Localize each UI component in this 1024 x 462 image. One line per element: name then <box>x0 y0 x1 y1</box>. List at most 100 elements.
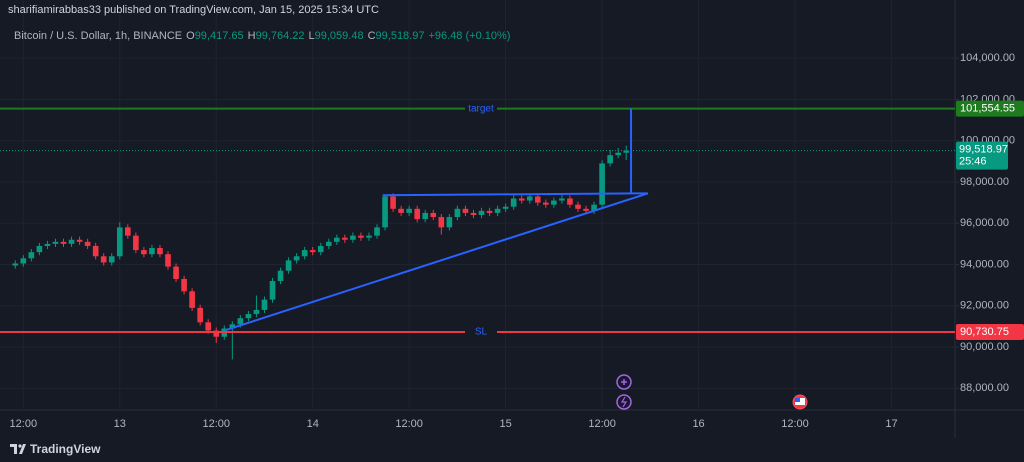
candle-body <box>526 196 533 201</box>
publisher: sharifiamirabbas33 published on TradingV… <box>8 4 379 16</box>
candle-body <box>591 204 597 211</box>
x-tick-label: 14 <box>307 418 319 430</box>
candle-body <box>406 208 412 213</box>
candle-body <box>398 208 404 213</box>
symbol: Bitcoin / U.S. Dollar, 1h, BINANCE <box>14 30 183 42</box>
candle-body <box>518 198 525 201</box>
event-glyph <box>620 396 628 408</box>
candle-body <box>141 250 147 255</box>
candle-body <box>133 235 139 251</box>
candle-body <box>52 241 59 244</box>
candle-body <box>245 314 252 319</box>
candle-body <box>173 266 179 279</box>
ohlc-key: O <box>186 30 195 42</box>
candle-body <box>366 235 372 238</box>
candle-body <box>76 239 83 242</box>
candle-body <box>325 241 332 246</box>
x-tick-label: 13 <box>114 418 126 430</box>
candle-body <box>543 202 549 205</box>
y-tick-label: 92,000.00 <box>960 300 1009 312</box>
candle-body <box>293 256 300 261</box>
candle-body <box>12 263 19 266</box>
level-price-box <box>956 323 1024 340</box>
ohlc-value: 99,059.48 <box>314 30 364 42</box>
ohlc-key: L <box>308 30 315 42</box>
y-tick-label: 88,000.00 <box>960 382 1009 394</box>
countdown: 25:46 <box>959 156 987 168</box>
event-icons <box>616 374 808 410</box>
y-tick-label: 90,000.00 <box>960 341 1009 353</box>
level-label: target <box>468 103 494 114</box>
x-tick-label: 17 <box>885 418 897 430</box>
candle-body <box>583 208 589 211</box>
candle-body <box>20 258 27 264</box>
candle-body <box>446 217 453 228</box>
event-glyph <box>621 379 627 385</box>
candle-body <box>84 241 91 246</box>
footer: TradingView <box>10 442 100 456</box>
candle-body <box>92 245 99 257</box>
candle-body <box>615 152 621 156</box>
candle-body <box>301 250 308 257</box>
candle-body <box>213 330 220 337</box>
candle-body <box>486 210 493 213</box>
candle-body <box>551 200 557 205</box>
candle-body <box>494 208 501 213</box>
candle-body <box>478 210 485 215</box>
ohlc-key: H <box>247 30 256 42</box>
ohlc-value: 99,518.97 <box>375 30 425 42</box>
x-tick-label: 16 <box>692 418 704 430</box>
level-price-label: 101,554.55 <box>960 103 1015 115</box>
candle-body <box>623 150 630 153</box>
candle-body <box>116 227 123 257</box>
x-tick-label: 12:00 <box>588 418 616 430</box>
y-tick-label: 104,000.00 <box>960 52 1015 64</box>
candle-body <box>229 324 236 329</box>
candle-body <box>534 196 541 203</box>
level-price-box <box>956 100 1024 117</box>
candle-body <box>68 239 75 244</box>
last-price-box <box>956 141 1008 170</box>
candle-body <box>261 299 268 310</box>
candle-body <box>462 208 469 213</box>
level-label-bg <box>465 102 497 115</box>
change: +96.48 (+0.10%) <box>428 30 511 42</box>
candle-body <box>100 256 107 263</box>
brand: TradingView <box>30 442 101 456</box>
candle-body <box>28 252 35 259</box>
candle-body <box>125 227 131 236</box>
candle-body <box>502 206 509 209</box>
candle-body <box>277 270 284 282</box>
candle-body <box>350 235 356 240</box>
candle-body <box>317 245 324 253</box>
symbol-legend: Bitcoin / U.S. Dollar, 1h, BINANCE O 99,4… <box>14 30 510 42</box>
candle-body <box>358 235 364 238</box>
ohlc-value: 99,417.65 <box>194 30 244 42</box>
candle-body <box>237 318 244 325</box>
candle-body <box>165 254 171 267</box>
candle-body <box>559 198 565 201</box>
candle-body <box>269 281 276 300</box>
candle-body <box>36 245 43 253</box>
candle-body <box>309 250 316 253</box>
candle-body <box>197 307 203 323</box>
candle-body <box>181 278 187 292</box>
header: sharifiamirabbas33 published on TradingV… <box>8 4 510 42</box>
candle-body <box>334 237 340 242</box>
ohlc-key: C <box>367 30 376 42</box>
candle-body <box>438 217 445 228</box>
candle-body <box>414 208 421 220</box>
x-tick-label: 12:00 <box>202 418 230 430</box>
candle-body <box>108 256 115 263</box>
candle-body <box>44 243 51 246</box>
candle-body <box>470 212 477 215</box>
last-price-label: 99,518.97 <box>959 144 1008 156</box>
y-tick-label: 98,000.00 <box>960 176 1009 188</box>
candle-body <box>285 260 292 271</box>
level-label: SL <box>475 327 488 338</box>
x-tick-label: 12:00 <box>395 418 423 430</box>
level-price-label: 90,730.75 <box>960 326 1009 338</box>
x-tick-label: 12:00 <box>781 418 809 430</box>
